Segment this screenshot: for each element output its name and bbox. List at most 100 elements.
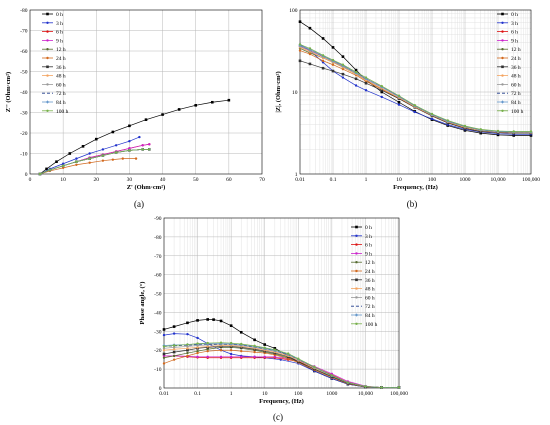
series-100h xyxy=(298,43,533,133)
data-point xyxy=(219,349,223,352)
data-point xyxy=(354,68,358,72)
x-tick-label: 100 xyxy=(294,391,303,397)
series-line xyxy=(39,149,150,175)
data-point xyxy=(172,325,176,328)
data-point xyxy=(206,355,209,359)
data-point xyxy=(128,140,131,143)
data-point xyxy=(186,332,189,336)
x-tick-label: 30 xyxy=(127,177,133,183)
data-point xyxy=(240,349,243,353)
data-point xyxy=(364,89,368,92)
legend-label: 3 h xyxy=(511,21,518,27)
data-point xyxy=(172,350,176,354)
legend-label: 9 h xyxy=(56,38,63,44)
data-point xyxy=(273,347,277,350)
data-point xyxy=(194,104,198,107)
data-point xyxy=(308,62,312,66)
data-point xyxy=(413,110,416,114)
data-point xyxy=(380,95,383,99)
y-tick-label: 0 xyxy=(159,386,162,392)
legend-label: 36 h xyxy=(365,278,375,284)
data-point xyxy=(364,76,368,79)
data-point xyxy=(364,81,368,85)
plot-frame xyxy=(29,9,263,175)
legend-marker xyxy=(501,109,504,113)
data-point xyxy=(172,348,176,351)
data-point xyxy=(186,354,189,358)
data-point xyxy=(273,355,277,359)
data-point xyxy=(397,100,401,104)
legend-marker xyxy=(501,12,504,16)
data-point xyxy=(354,77,358,81)
data-point xyxy=(297,357,300,360)
data-point xyxy=(162,328,166,331)
data-point xyxy=(45,167,48,171)
data-point xyxy=(253,350,256,354)
data-point xyxy=(496,129,500,133)
legend-label: 84 h xyxy=(365,313,375,319)
data-point xyxy=(219,319,223,323)
data-point xyxy=(196,342,199,345)
legend-label: 100 h xyxy=(56,109,69,115)
data-point xyxy=(253,338,256,342)
legend-marker xyxy=(501,30,504,33)
data-point xyxy=(512,130,515,133)
panel-label: (b) xyxy=(407,199,418,209)
data-point xyxy=(331,63,335,66)
legend-label: 3 h xyxy=(365,234,372,240)
series-3h xyxy=(298,43,533,136)
data-point xyxy=(186,345,189,348)
data-point xyxy=(172,354,176,358)
data-point xyxy=(186,321,189,325)
series-line xyxy=(39,99,229,175)
x-tick-label: 10,000 xyxy=(490,177,505,183)
data-point xyxy=(61,164,65,167)
y-axis-title: |Z|, (Ohm·cm²) xyxy=(275,71,282,112)
data-point xyxy=(38,172,42,176)
data-point xyxy=(430,112,434,116)
legend-label: 72 h xyxy=(511,91,521,97)
legend-label: 3 h xyxy=(56,21,63,27)
data-point xyxy=(114,144,118,147)
y-tick-label: -70 xyxy=(154,254,162,260)
legend-marker xyxy=(46,12,49,16)
series-36h xyxy=(298,59,533,135)
x-tick-label: 0.01 xyxy=(295,177,305,183)
gridlines-2 xyxy=(300,10,531,174)
data-point xyxy=(308,52,312,56)
series-line xyxy=(39,158,137,175)
data-point xyxy=(341,72,345,76)
gridlines-3 xyxy=(164,218,399,388)
data-point xyxy=(196,319,199,322)
legend-marker xyxy=(501,21,504,24)
data-point xyxy=(141,144,144,147)
data-point xyxy=(529,130,533,133)
legend-marker xyxy=(46,48,49,51)
legend-marker xyxy=(501,74,504,77)
data-point xyxy=(331,46,335,49)
series-100h xyxy=(38,148,151,176)
x-tick-label: 10 xyxy=(60,177,66,183)
legend-marker xyxy=(355,322,358,325)
data-point xyxy=(341,63,345,66)
data-point xyxy=(162,362,166,365)
data-point xyxy=(331,58,335,62)
legend-marker xyxy=(46,21,49,24)
data-point xyxy=(177,108,181,111)
legend-label: 60 h xyxy=(56,82,66,88)
legend-label: 72 h xyxy=(56,91,66,97)
data-point xyxy=(141,148,144,151)
data-point xyxy=(463,124,467,128)
data-point xyxy=(162,345,166,348)
x-tick-label: 10,000 xyxy=(358,391,373,397)
series-3h xyxy=(162,332,401,389)
y-tick-label: -50 xyxy=(154,292,162,298)
data-point xyxy=(186,343,189,346)
x-tick-label: 1000 xyxy=(326,391,337,397)
y-tick-label: 100 xyxy=(289,8,298,14)
legend-marker xyxy=(46,65,49,69)
legend-label: 24 h xyxy=(511,56,521,62)
x-tick-label: 1000 xyxy=(460,177,471,183)
data-point xyxy=(196,349,199,353)
